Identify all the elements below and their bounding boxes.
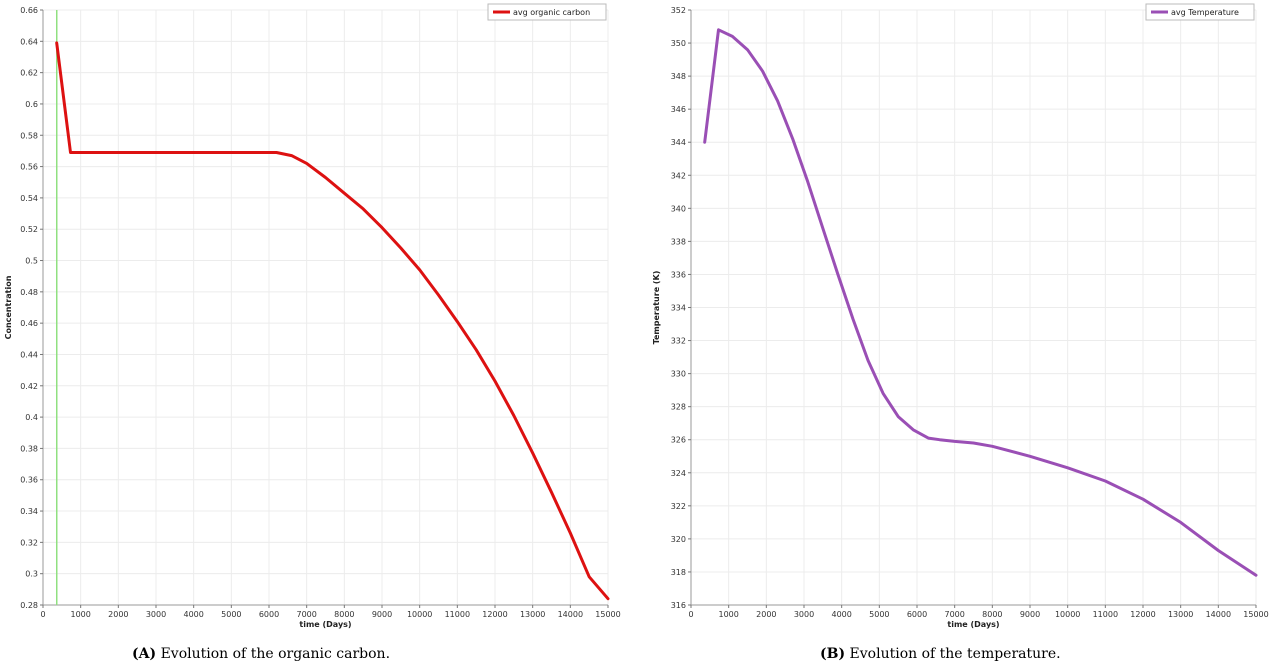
y-tick-label: 350 <box>671 39 686 48</box>
y-tick-label: 0.54 <box>20 194 38 203</box>
chart-b: 0 1000 2000 3000 4000 5000 6000 7000 8000 9000 100… <box>652 3 1269 629</box>
y-tick-label: 0.66 <box>20 6 38 15</box>
y-tick-label: 0.58 <box>20 131 38 140</box>
x-tick-label: 10000 <box>407 610 432 619</box>
y-tick-label: 0.42 <box>20 382 38 391</box>
y-tick-label: 348 <box>671 72 686 81</box>
figure: 0 1000 2000 3000 4000 5000 6000 7000 8000 9000 100… <box>4 3 1269 629</box>
y-tick-label: 318 <box>671 568 686 577</box>
legend-box <box>487 3 607 21</box>
y-tick-label: 0.56 <box>20 163 38 172</box>
x-tick-label: 2000 <box>108 610 128 619</box>
x-tick-label: 7000 <box>296 610 316 619</box>
x-axis-label: time (Days) <box>947 620 999 629</box>
y-tick-label: 334 <box>671 304 686 313</box>
y-tick-label: 0.62 <box>20 69 38 78</box>
x-tick-label: 5000 <box>869 610 889 619</box>
y-tick-label: 330 <box>671 370 686 379</box>
caption-a-tag: (A) <box>132 646 157 662</box>
y-tick-label: 324 <box>671 469 686 478</box>
x-tick-label: 3000 <box>794 610 814 619</box>
x-tick-label: 8000 <box>982 610 1002 619</box>
legend-box <box>1145 3 1255 21</box>
y-tick-label: 0.6 <box>25 100 38 109</box>
y-tick-label: 316 <box>671 601 686 610</box>
x-tick-label: 14000 <box>558 610 583 619</box>
x-tick-label: 9000 <box>1020 610 1040 619</box>
y-tick-label: 340 <box>671 204 686 213</box>
x-tick-label: 1000 <box>718 610 738 619</box>
caption-a: (A) Evolution of the organic carbon. <box>132 646 390 662</box>
x-tick-label: 4000 <box>831 610 851 619</box>
x-tick-label: 12000 <box>1130 610 1155 619</box>
x-tick-label: 15000 <box>595 610 620 619</box>
y-tick-label: 332 <box>671 337 686 346</box>
y-tick-label: 0.46 <box>20 319 38 328</box>
y-tick-label: 0.64 <box>20 37 38 46</box>
x-tick-label: 1000 <box>70 610 90 619</box>
y-tick-label: 346 <box>671 105 686 114</box>
caption-b-tag: (B) <box>820 646 846 662</box>
y-tick-label: 338 <box>671 237 686 246</box>
y-tick-label: 328 <box>671 403 686 412</box>
y-tick-label: 0.28 <box>20 601 38 610</box>
x-tick-label: 0 <box>40 610 45 619</box>
y-tick-label: 0.36 <box>20 476 38 485</box>
x-tick-label: 14000 <box>1206 610 1231 619</box>
caption-b: (B) Evolution of the temperature. <box>820 646 1061 662</box>
x-tick-label: 12000 <box>482 610 507 619</box>
y-tick-label: 0.38 <box>20 444 38 453</box>
y-tick-label: 0.34 <box>20 507 38 516</box>
x-tick-label: 3000 <box>146 610 166 619</box>
x-tick-label: 4000 <box>183 610 203 619</box>
x-tick-label: 9000 <box>372 610 392 619</box>
x-tick-label: 15000 <box>1243 610 1268 619</box>
y-tick-label: 0.5 <box>25 257 38 266</box>
y-tick-label: 0.3 <box>25 570 38 579</box>
series-line <box>55 41 610 601</box>
x-tick-label: 5000 <box>221 610 241 619</box>
y-tick-label: 322 <box>671 502 686 511</box>
x-tick-label: 13000 <box>1168 610 1193 619</box>
y-tick-label: 344 <box>671 138 686 147</box>
legend-label: avg organic carbon <box>513 8 590 17</box>
y-tick-label: 0.48 <box>20 288 38 297</box>
y-tick-label: 320 <box>671 535 686 544</box>
y-tick-label: 352 <box>671 6 686 15</box>
y-axis-label: Concentration <box>4 275 13 339</box>
y-tick-label: 0.32 <box>20 538 38 547</box>
y-tick-label: 336 <box>671 270 686 279</box>
x-tick-label: 8000 <box>334 610 354 619</box>
y-tick-label: 0.52 <box>20 225 38 234</box>
x-tick-label: 6000 <box>907 610 927 619</box>
x-tick-label: 11000 <box>445 610 470 619</box>
x-tick-label: 11000 <box>1093 610 1118 619</box>
series-line <box>703 28 1258 577</box>
y-tick-label: 326 <box>671 436 686 445</box>
y-tick-label: 0.44 <box>20 350 38 359</box>
x-tick-label: 10000 <box>1055 610 1080 619</box>
x-tick-label: 0 <box>688 610 693 619</box>
y-tick-label: 342 <box>671 171 686 180</box>
legend-label: avg Temperature <box>1171 8 1239 17</box>
y-tick-label: 0.4 <box>25 413 38 422</box>
y-axis-label: Temperature (K) <box>652 271 661 345</box>
x-tick-label: 6000 <box>259 610 279 619</box>
chart-a: 0 1000 2000 3000 4000 5000 6000 7000 8000 9000 100… <box>4 3 621 629</box>
x-tick-label: 2000 <box>756 610 776 619</box>
caption-b-text: Evolution of the temperature. <box>849 646 1061 662</box>
x-axis-label: time (Days) <box>299 620 351 629</box>
x-tick-label: 13000 <box>520 610 545 619</box>
x-tick-label: 7000 <box>944 610 964 619</box>
caption-a-text: Evolution of the organic carbon. <box>160 646 391 662</box>
